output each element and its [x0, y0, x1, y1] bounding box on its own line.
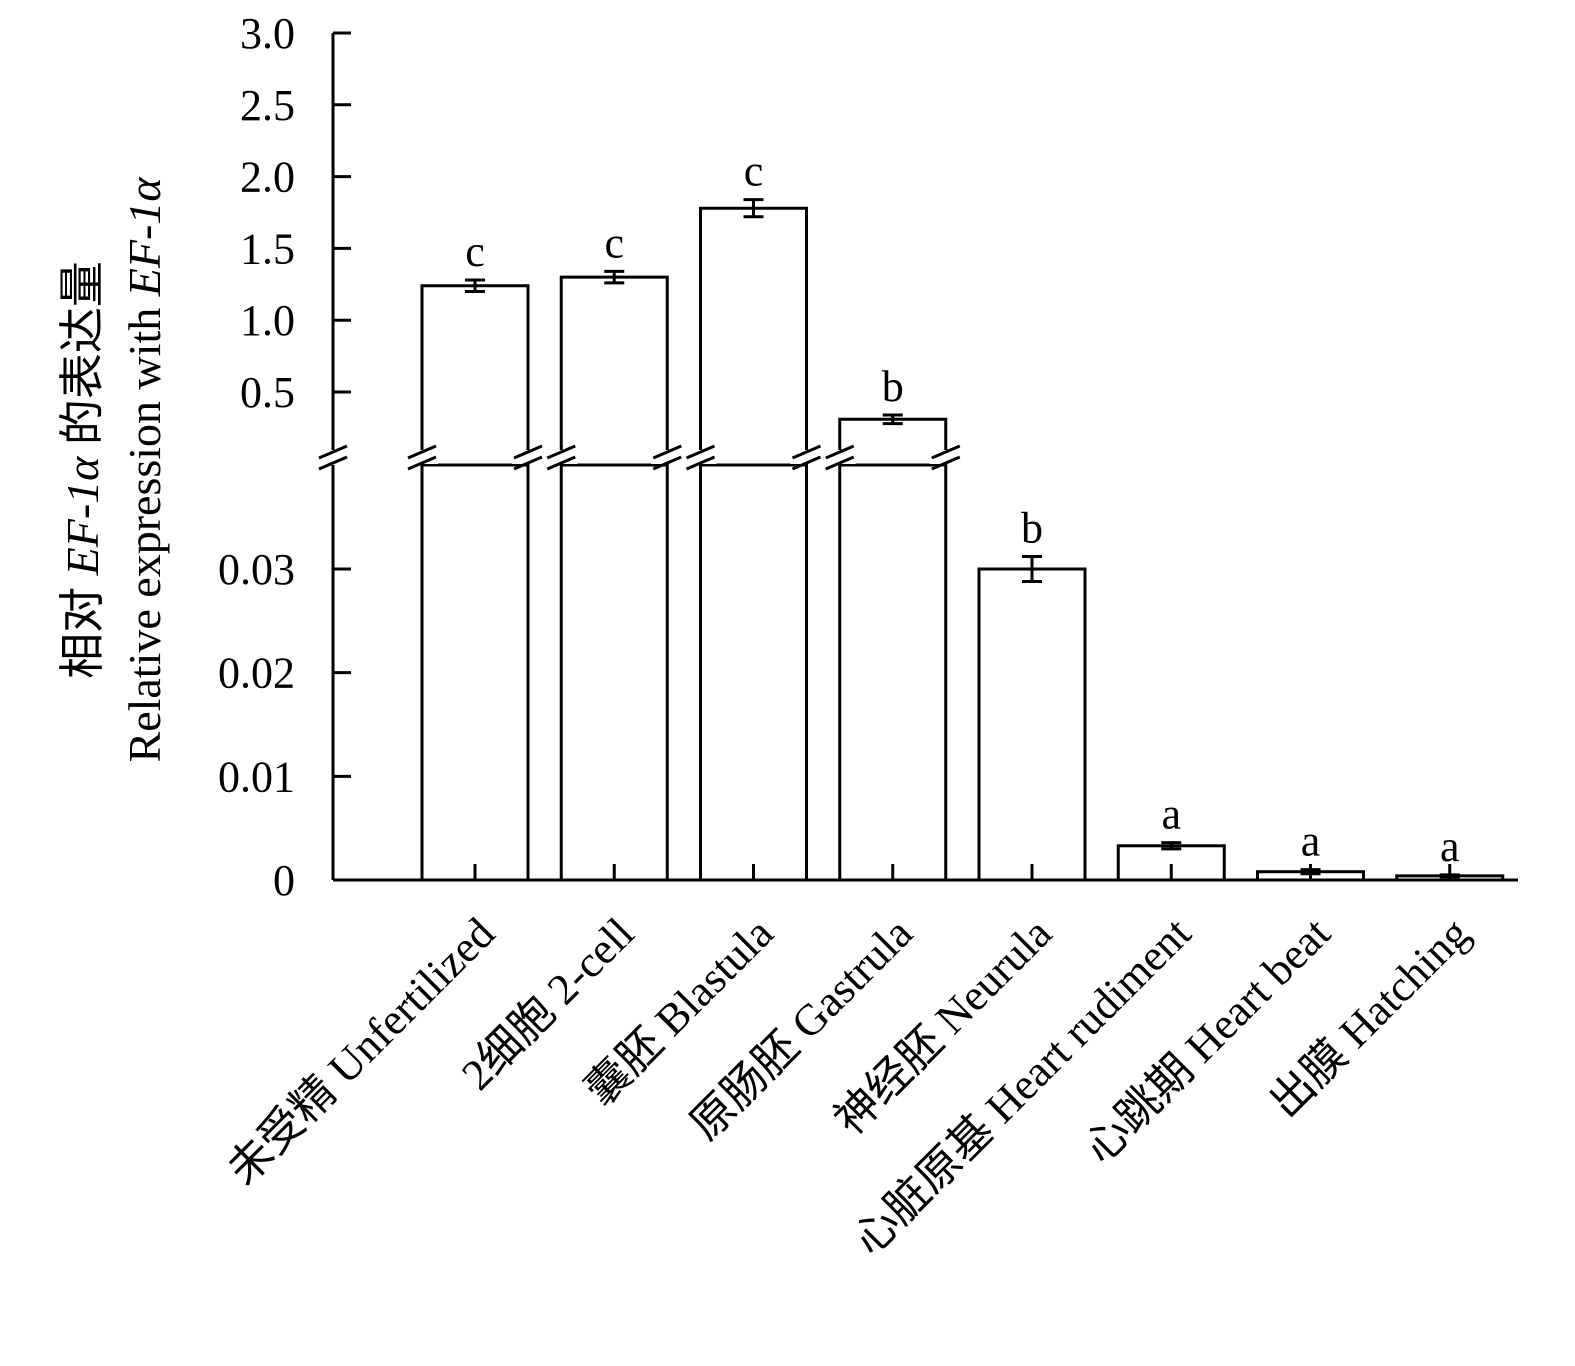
- bar-group: a: [1395, 822, 1505, 882]
- significance-label: c: [465, 227, 485, 276]
- bar-break-mark: [513, 444, 543, 460]
- significance-label: c: [744, 147, 764, 196]
- y-axis-break-a: [318, 455, 348, 471]
- bar-break-mark: [407, 444, 437, 460]
- category-label: 心跳期 Heart beat: [1075, 908, 1339, 1172]
- bar-break-mark: [791, 444, 822, 460]
- bar-break-mark: [652, 455, 682, 471]
- y-tick-label: 3.0: [240, 9, 295, 58]
- bar-group: a: [1256, 817, 1365, 882]
- significance-label: b: [882, 362, 904, 411]
- significance-label: a: [1440, 822, 1460, 871]
- y-tick-label: 2.0: [240, 153, 295, 202]
- bar: [699, 206, 808, 450]
- y-axis-label-line2: Relative expression with EF-1α: [119, 177, 170, 763]
- bar-break-mark: [931, 455, 961, 471]
- y-tick-label: 0.5: [240, 368, 295, 417]
- bar-lower: [420, 463, 530, 882]
- bar: [420, 284, 530, 450]
- bar-break-mark: [685, 455, 716, 471]
- bar-group: b: [977, 504, 1087, 882]
- bar-group: b: [823, 362, 962, 882]
- bar-break-mark: [685, 444, 716, 460]
- bar-break-mark: [825, 455, 855, 471]
- y-axis-label: 相对 EF-1α 的表达量 Relative expression with E…: [57, 177, 170, 763]
- y-axis-break-b: [318, 444, 348, 460]
- bar-group: a: [1116, 790, 1226, 882]
- bars: c c c b b a a a: [406, 147, 1505, 882]
- y-ticks: 0 0.01 0.02 0.03 0.5 1.0 1.5 2.0 2.5 3.0: [218, 9, 351, 905]
- bar-break-mark: [825, 444, 855, 460]
- bar-break-mark: [791, 455, 822, 471]
- significance-label: a: [1301, 817, 1321, 866]
- bar-break-mark: [407, 455, 437, 471]
- bar-break-mark: [546, 444, 576, 460]
- category-label: 未受精 Unfertilized: [218, 908, 504, 1194]
- bar-group: c: [545, 218, 684, 882]
- y-tick-label: 0.01: [218, 752, 295, 801]
- y-tick-label: 0: [273, 856, 295, 905]
- y-tick-label: 1.5: [240, 224, 295, 273]
- bar-break-mark: [931, 444, 961, 460]
- significance-label: c: [604, 218, 624, 267]
- bar-break-mark: [513, 455, 543, 471]
- bar-lower: [699, 463, 808, 882]
- significance-label: b: [1021, 504, 1043, 553]
- y-tick-label: 0.02: [218, 649, 295, 698]
- significance-label: a: [1161, 790, 1181, 839]
- bar-lower: [838, 463, 948, 882]
- y-tick-label: 0.03: [218, 545, 295, 594]
- bar-group: c: [406, 227, 544, 882]
- bar-lower: [559, 463, 669, 882]
- bar-break-mark: [546, 455, 576, 471]
- y-axis-label-line1: 相对 EF-1α 的表达量: [57, 261, 108, 679]
- bar: [559, 275, 669, 450]
- y-tick-label: 2.5: [240, 81, 295, 130]
- bar-break-mark: [652, 444, 682, 460]
- y-tick-label: 1.0: [240, 296, 295, 345]
- bar: [977, 567, 1087, 882]
- bar-group: c: [684, 147, 823, 882]
